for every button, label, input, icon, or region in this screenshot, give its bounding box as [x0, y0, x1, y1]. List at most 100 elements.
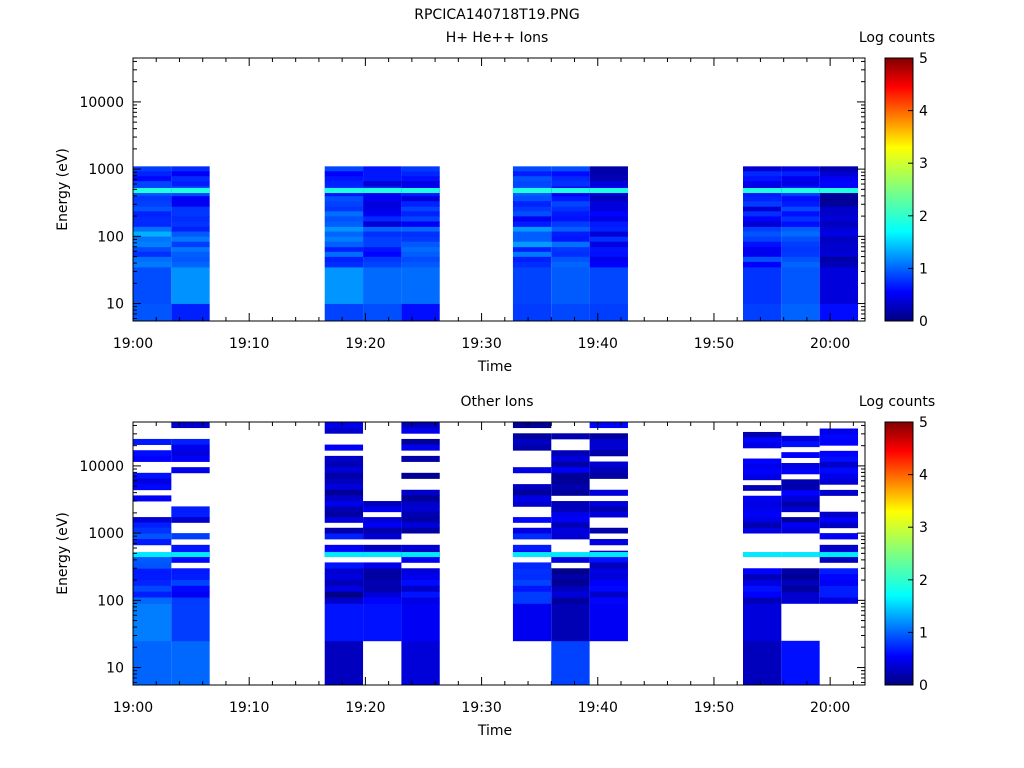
heatmap-cell [133, 236, 172, 243]
heatmap-cell [363, 201, 402, 207]
heatmap-cell [171, 256, 210, 263]
heatmap-cell [401, 517, 440, 523]
heatmap-cell [819, 191, 859, 197]
heatmap-cell [551, 522, 590, 529]
heatmap-cell [171, 191, 210, 197]
heatmap-cell [512, 191, 552, 197]
heatmap-cell [324, 640, 364, 686]
heatmap-cell [401, 527, 440, 534]
heatmap-cell [781, 231, 820, 238]
heatmap-cell [363, 597, 402, 604]
heatmap-cell [324, 568, 364, 575]
heatmap-cell [589, 527, 628, 534]
heatmap-cell [743, 196, 782, 202]
heatmap-cell [324, 427, 364, 434]
heatmap-cell [551, 455, 590, 462]
heatmap-cell [324, 422, 364, 429]
heatmap-cell [324, 166, 364, 172]
heatmap-cell [324, 444, 364, 451]
heatmap-cell [133, 585, 172, 593]
heatmap-cell [171, 261, 210, 268]
heatmap-cell [743, 591, 782, 598]
heatmap-cell [781, 585, 820, 593]
heatmap-cell [819, 556, 859, 563]
colorbar-ticks: 0 1 2 3 4 5 [908, 415, 928, 694]
heatmap-cell [171, 579, 210, 587]
heatmap-cell [133, 450, 172, 457]
y-tick-label: 1000 [88, 162, 124, 178]
heatmap-cell [512, 438, 552, 445]
heatmap-cell [363, 501, 402, 507]
heatmap-cell [401, 495, 440, 502]
heatmap-cell [743, 226, 782, 232]
heatmap-cell [512, 206, 552, 212]
colorbar-tick-label: 2 [919, 573, 928, 589]
x-tick-label: 20:00 [810, 700, 850, 716]
heatmap-cell [819, 188, 859, 194]
heatmap-cell [551, 467, 590, 474]
heatmap-cell [819, 176, 859, 182]
y-tick-label: 10000 [79, 459, 124, 475]
axes: 19:00 19:10 19:20 19:30 19:40 19:50 20:00 10 100… [79, 422, 865, 716]
heatmap-cell [743, 246, 782, 253]
heatmap-cell [781, 574, 820, 581]
heatmap-cell [363, 568, 402, 575]
heatmap-cell [363, 216, 402, 222]
heatmap-cell [589, 261, 628, 268]
heatmap-cell [781, 266, 820, 304]
x-tick-label: 19:10 [229, 700, 269, 716]
y-tick-label: 100 [97, 593, 124, 609]
heatmap-cell [743, 585, 782, 593]
heatmap-cell [324, 585, 364, 593]
x-tick-label: 19:30 [461, 336, 501, 352]
heatmap-cell [589, 181, 628, 187]
heatmap-cell [171, 506, 210, 513]
heatmap-cell [743, 303, 782, 322]
heatmap-cell [512, 236, 552, 243]
heatmap-cell [363, 251, 402, 258]
heatmap-cell [133, 166, 172, 172]
x-tick-label: 19:10 [229, 336, 269, 352]
heatmap-cell [171, 251, 210, 258]
heatmap-cell [401, 603, 440, 642]
heatmap-cell [781, 591, 820, 598]
colorbar-tick-label: 3 [919, 156, 928, 172]
heatmap-cell [401, 246, 440, 253]
heatmap-cell [781, 579, 820, 587]
heatmap-cell [512, 221, 552, 227]
heatmap-cell [512, 256, 552, 263]
heatmap-cell [819, 579, 859, 587]
heatmap-cell [781, 527, 820, 534]
heatmap-cell [512, 517, 552, 523]
heatmap-cell [781, 479, 820, 486]
heatmap-cell [512, 211, 552, 217]
figure-title: RPCICA140718T19.PNG [414, 7, 579, 23]
heatmap-cell [401, 574, 440, 581]
heatmap-cell [133, 191, 172, 197]
colorbar [884, 57, 914, 322]
heatmap-cell [551, 246, 590, 253]
heatmap-cell [171, 544, 210, 552]
heatmap-cell [589, 221, 628, 227]
heatmap-cell [133, 579, 172, 587]
heatmap-cell [171, 450, 210, 457]
heatmap-cell [324, 226, 364, 232]
heatmap-cell [324, 478, 364, 485]
panel-title: Other Ions [460, 394, 533, 410]
heatmap-cell [589, 562, 628, 569]
panel-h-he-ions: H+ He++ Ions Log counts 19:00 19:10 19:20 1… [55, 30, 935, 375]
heatmap-cell [551, 527, 590, 534]
heatmap-cell [743, 574, 782, 581]
heatmap-cell [363, 585, 402, 593]
heatmap-cell [781, 241, 820, 248]
heatmap-cell [819, 597, 859, 604]
heatmap-cell [324, 552, 364, 558]
heatmap-cell [171, 166, 210, 172]
heatmap-cell [589, 574, 628, 581]
heatmap-cell [363, 261, 402, 268]
heatmap-cell [819, 231, 859, 238]
heatmap-cell [133, 181, 172, 187]
y-axis-label: Energy (eV) [55, 512, 71, 595]
heatmap-cell [589, 489, 628, 496]
heatmap-cell [401, 444, 440, 451]
